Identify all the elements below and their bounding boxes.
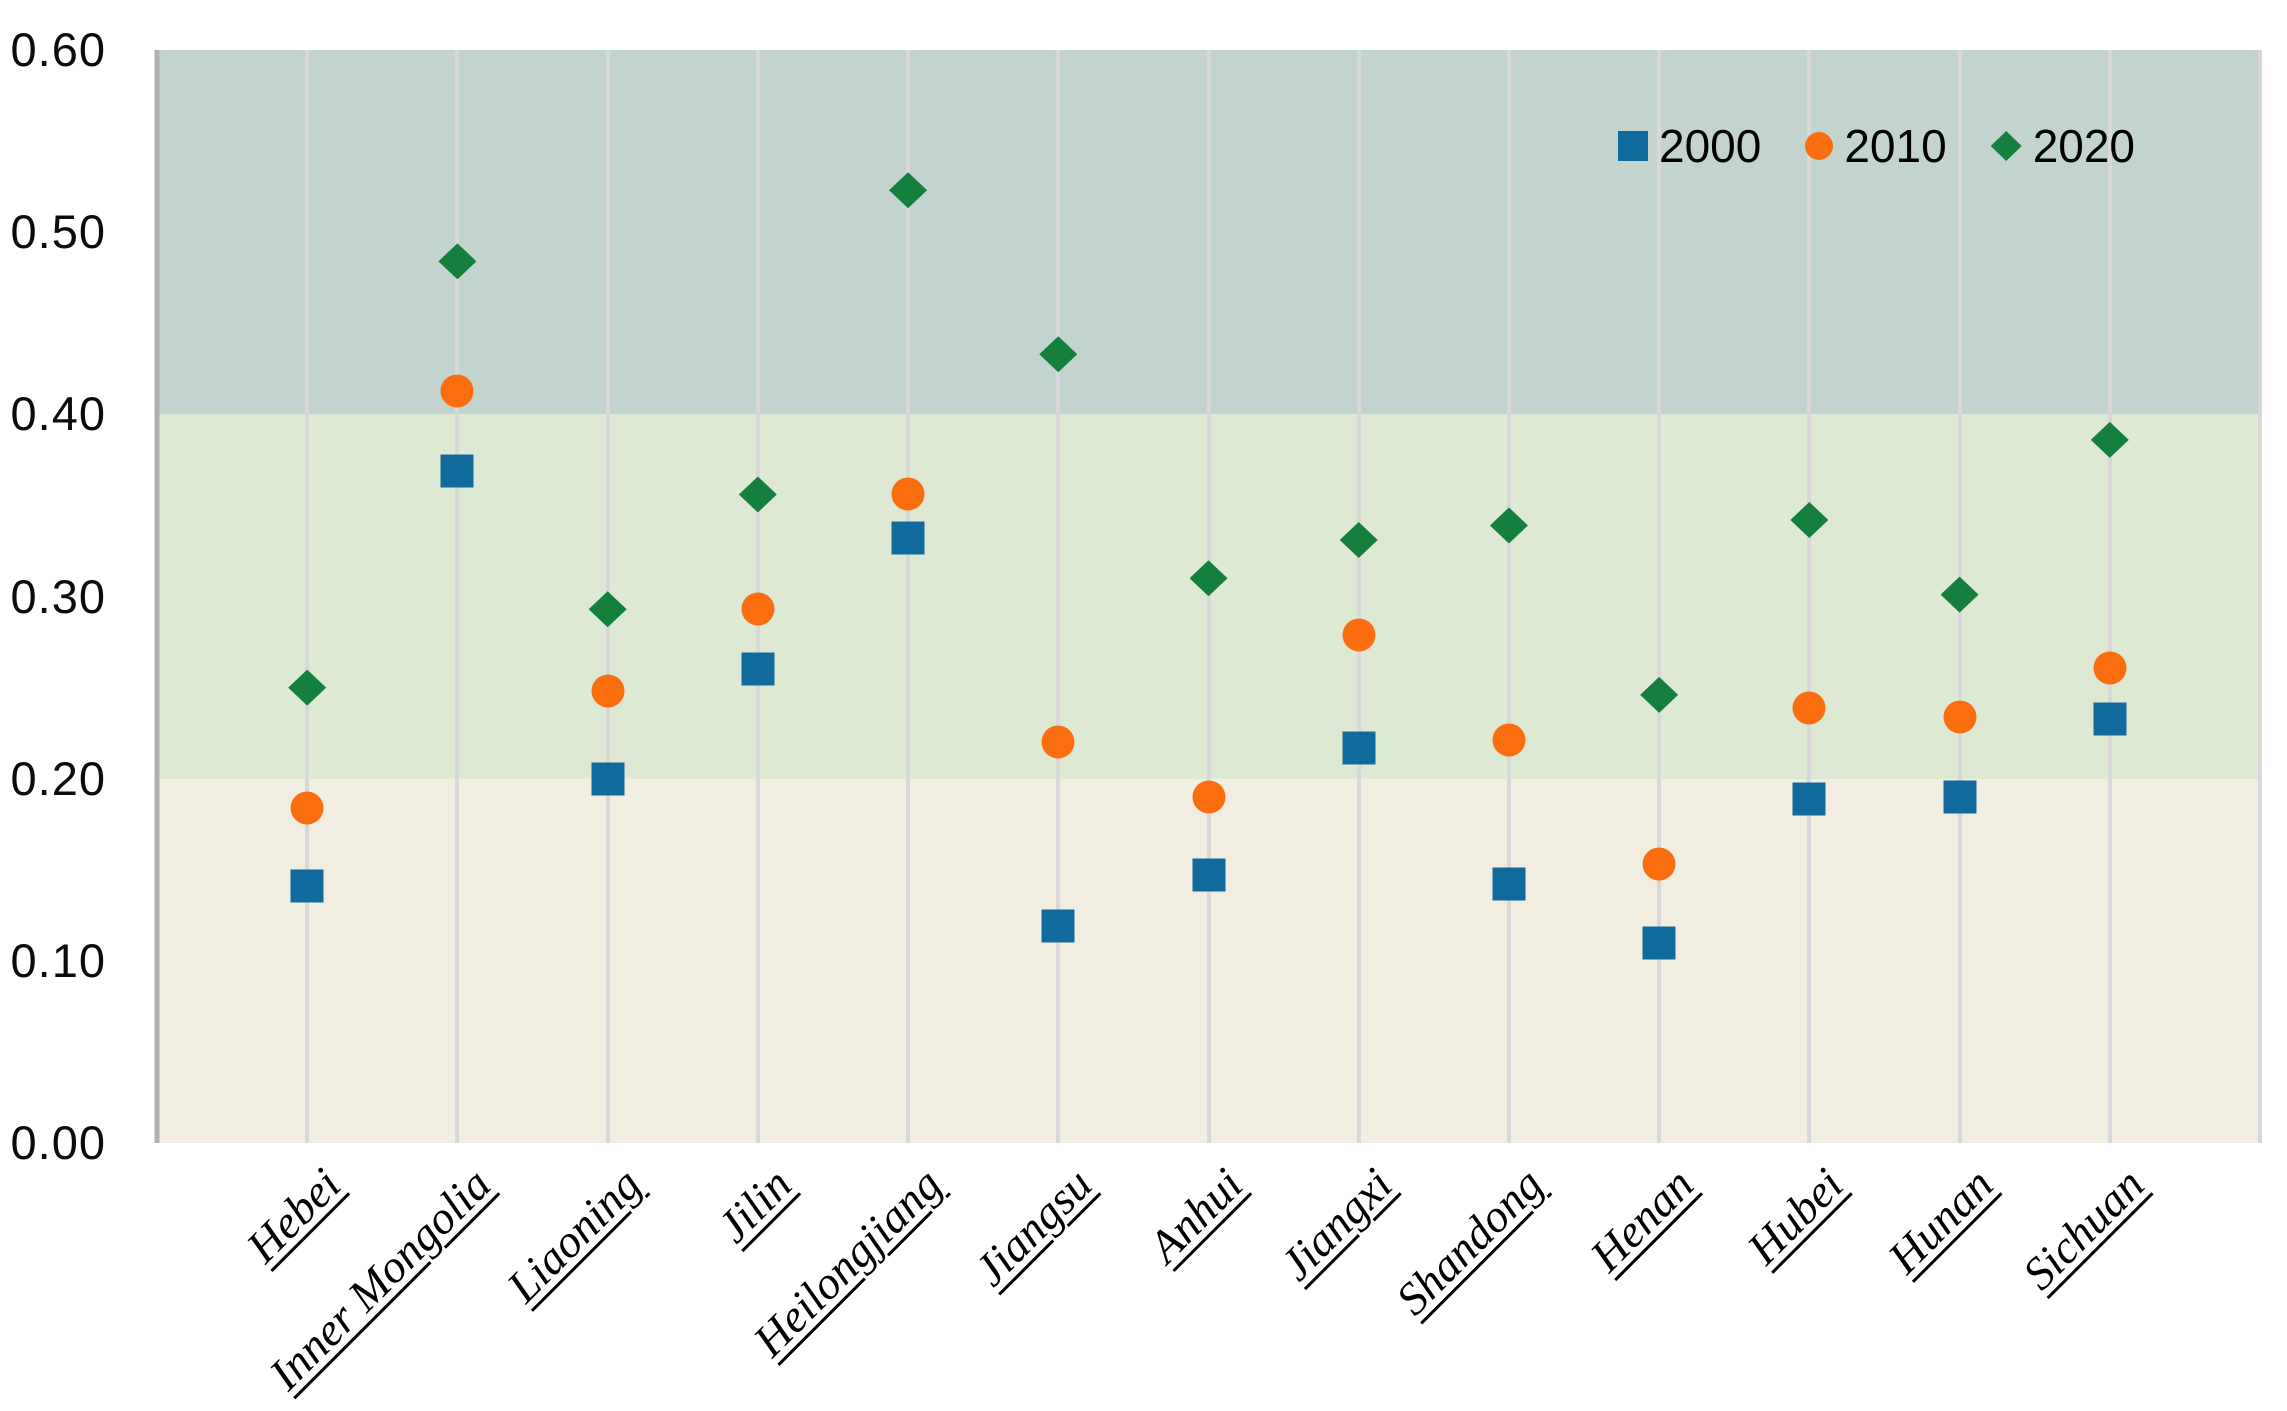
x-axis-label-jiangxi: Jiangxi (1270, 1158, 1403, 1291)
legend-diamond-icon (1990, 131, 2022, 161)
legend-label-2020: 2020 (2032, 120, 2136, 172)
y-tick-label-0.50: 0.50 (10, 205, 106, 259)
marker-2000-henan (1642, 926, 1676, 960)
legend-item-2020[interactable]: 2020 (1990, 120, 2136, 172)
marker-2000-jilin (741, 652, 775, 686)
legend-label-2010: 2010 (1844, 120, 1947, 172)
marker-2010-jilin (741, 592, 775, 626)
marker-2010-hebei (290, 791, 324, 825)
marker-2000-jiangxi (1342, 731, 1376, 765)
marker-2010-sichuan (2093, 651, 2127, 685)
marker-2010-anhui (1192, 780, 1225, 814)
marker-2000-liaoning (591, 762, 625, 796)
marker-2000-sichuan (2093, 702, 2127, 736)
gridline (1807, 50, 1812, 1143)
y-axis-line (154, 50, 160, 1143)
y-tick-label-0.00: 0.00 (10, 1116, 106, 1169)
x-axis-label-hubei: Hubei (1737, 1158, 1853, 1274)
x-axis-label-hebei: Hebei (236, 1158, 351, 1273)
marker-2010-heilongjiang (891, 477, 925, 511)
y-tick-label-0.30: 0.30 (10, 569, 106, 623)
marker-2000-anhui (1192, 858, 1225, 892)
gridline (2107, 50, 2112, 1143)
gridline (1056, 50, 1061, 1143)
legend-label-2000: 2000 (1659, 120, 1762, 172)
marker-2010-liaoning (591, 674, 625, 708)
marker-2000-shandong (1492, 867, 1526, 901)
marker-2000-heilongjiang (891, 521, 925, 555)
marker-2010-jiangxi (1342, 618, 1376, 652)
legend-item-2000[interactable]: 2000 (1618, 120, 1761, 172)
gridline (1506, 50, 1511, 1143)
marker-2000-hunan (1943, 780, 1977, 814)
gridline (906, 50, 911, 1143)
x-axis-label-anhui: Anhui (1138, 1158, 1252, 1273)
gridline (1356, 50, 1361, 1143)
legend: 2000 2010 2020 (1618, 120, 2135, 172)
marker-2010-henan (1642, 847, 1676, 881)
legend-item-2010[interactable]: 2010 (1805, 120, 1947, 172)
marker-2000-jiangsu (1041, 909, 1075, 943)
x-axis-label-hunan: Hunan (1878, 1158, 2003, 1283)
marker-2010-jiangsu (1041, 725, 1075, 759)
legend-circle-icon (1805, 132, 1834, 160)
marker-2010-shandong (1492, 723, 1526, 757)
plot-area (154, 50, 2262, 1143)
legend-square-icon (1618, 131, 1648, 161)
x-axis-label-liaoning: Liaoning (497, 1158, 651, 1312)
marker-2010-inner-mongolia (440, 374, 474, 408)
x-axis-label-shandong: Shandong (1386, 1158, 1553, 1325)
gridline (1206, 50, 1211, 1143)
y-tick-label-0.40: 0.40 (10, 387, 106, 441)
marker-2000-hubei (1792, 782, 1826, 816)
x-axis-label-sichuan: Sichuan (2012, 1158, 2154, 1300)
gridline (305, 50, 310, 1143)
gridline (455, 50, 460, 1143)
x-axis-label-jiangsu: Jiangsu (964, 1158, 1102, 1296)
marker-2000-hebei (290, 869, 324, 903)
x-axis-label-jilin: Jilin (707, 1158, 802, 1253)
marker-2010-hubei (1792, 691, 1826, 725)
marker-2000-inner-mongolia (440, 454, 474, 488)
x-axis-label-henan: Henan (1579, 1158, 1703, 1282)
y-tick-label-0.60: 0.60 (10, 23, 106, 76)
y-tick-label-0.20: 0.20 (10, 751, 106, 805)
marker-2010-hunan (1943, 700, 1977, 734)
gridline (1657, 50, 1662, 1143)
y-tick-label-0.10: 0.10 (10, 933, 106, 987)
gridline (2258, 50, 2262, 1143)
